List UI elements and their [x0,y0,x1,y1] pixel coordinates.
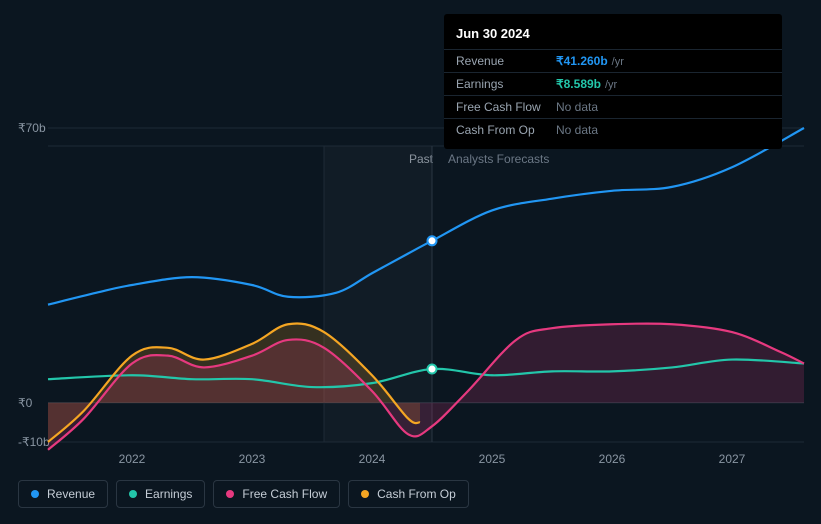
tooltip-row-value: No data [556,123,598,137]
legend-label: Free Cash Flow [242,487,327,501]
tooltip-row-value: No data [556,100,598,114]
tooltip-row-value: ₹8.589b/yr [556,77,617,91]
legend-label: Revenue [47,487,95,501]
marker-revenue [428,236,437,245]
legend-item-cfo[interactable]: Cash From Op [348,480,469,508]
tooltip-row: Cash From OpNo data [444,118,782,141]
legend-dot [361,490,369,498]
tooltip-row-label: Cash From Op [456,123,556,137]
legend-item-fcf[interactable]: Free Cash Flow [213,480,340,508]
tooltip-row: Revenue₹41.260b/yr [444,49,782,72]
legend: Revenue Earnings Free Cash Flow Cash From O… [18,480,469,508]
tooltip-row-label: Earnings [456,77,556,91]
tooltip-row-label: Revenue [456,54,556,68]
tooltip-row: Earnings₹8.589b/yr [444,72,782,95]
legend-dot [129,490,137,498]
legend-item-earnings[interactable]: Earnings [116,480,205,508]
marker-earnings [428,365,437,374]
tooltip-row-label: Free Cash Flow [456,100,556,114]
legend-dot [31,490,39,498]
legend-item-revenue[interactable]: Revenue [18,480,108,508]
hover-tooltip: Jun 30 2024 Revenue₹41.260b/yrEarnings₹8… [444,14,782,149]
tooltip-row: Free Cash FlowNo data [444,95,782,118]
legend-dot [226,490,234,498]
legend-label: Earnings [145,487,192,501]
tooltip-row-value: ₹41.260b/yr [556,54,624,68]
tooltip-date: Jun 30 2024 [444,22,782,49]
legend-label: Cash From Op [377,487,456,501]
chart-container: Jun 30 2024 Revenue₹41.260b/yrEarnings₹8… [0,0,821,524]
